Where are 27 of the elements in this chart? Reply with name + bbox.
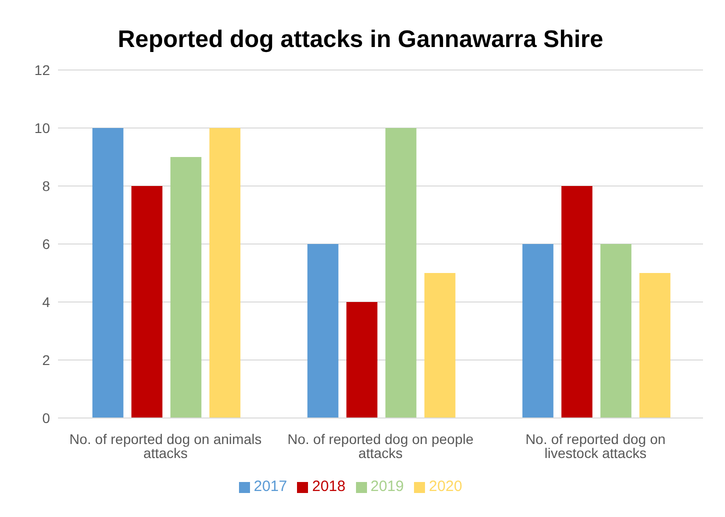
- bar: [307, 244, 338, 418]
- bar: [600, 244, 632, 418]
- x-tick-label: No. of reported dog on animals attacks: [69, 430, 262, 461]
- bar: [385, 128, 416, 418]
- bar: [209, 128, 240, 418]
- bar: [131, 186, 162, 418]
- legend-label: 2019: [370, 478, 404, 495]
- y-tick-label: 2: [42, 352, 50, 368]
- bar: [170, 157, 202, 418]
- y-tick-label: 12: [34, 62, 50, 78]
- x-tick-label: No. of reported dog on people attacks: [287, 430, 474, 461]
- bar: [424, 273, 456, 418]
- legend-label: 2017: [254, 478, 288, 495]
- bar: [522, 244, 554, 418]
- x-tick-label: No. of reported dog on livestock attacks: [525, 430, 666, 461]
- bar: [92, 128, 124, 418]
- bar: [346, 302, 378, 418]
- y-tick-label: 6: [42, 236, 50, 252]
- legend-label: 2018: [312, 478, 346, 495]
- bar: [561, 186, 592, 418]
- chart-title: Reported dog attacks in Gannawarra Shire: [116, 25, 604, 55]
- y-tick-label: 8: [42, 178, 50, 194]
- bar: [639, 273, 670, 418]
- legend-label: 2020: [428, 478, 462, 495]
- y-tick-label: 0: [42, 410, 50, 426]
- y-tick-label: 10: [34, 120, 50, 136]
- y-tick-label: 4: [42, 294, 50, 310]
